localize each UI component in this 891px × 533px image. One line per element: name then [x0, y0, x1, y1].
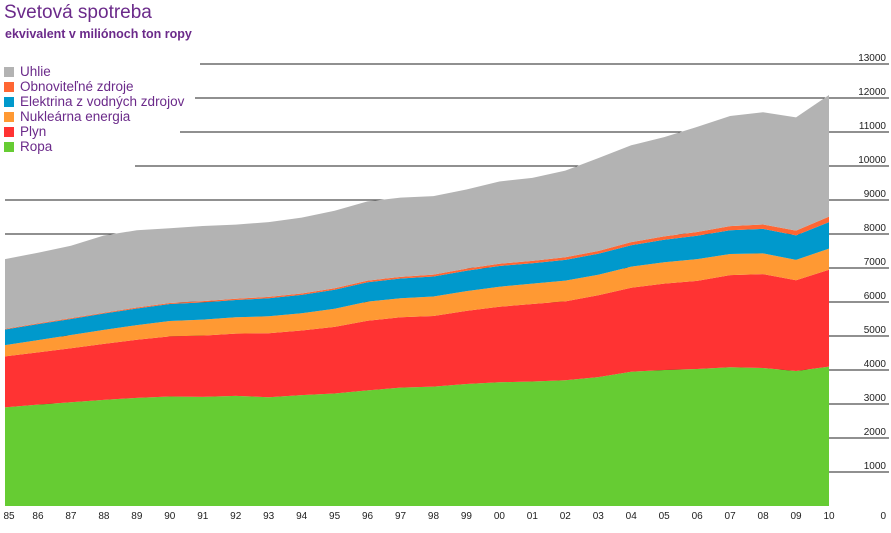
x-tick-label: 06: [692, 511, 704, 522]
legend-item-uhlie: Uhlie: [4, 64, 184, 79]
legend-swatch: [4, 126, 14, 137]
y-tick-label: 2000: [864, 427, 887, 438]
y-tick-label: 13000: [858, 53, 886, 64]
y-tick-label: 7000: [864, 257, 887, 268]
x-tick-label: 02: [560, 511, 572, 522]
x-tick-label: 85: [3, 511, 15, 522]
area-elektrina-z-vodn-ch-zdrojov: [5, 222, 829, 346]
y-tick-label: 5000: [864, 325, 887, 336]
area-nukle-rna-energia: [5, 248, 829, 357]
legend-label: Elektrina z vodných zdrojov: [20, 94, 185, 109]
area-obnovite-n-zdroje: [5, 216, 829, 330]
x-tick-label: 86: [32, 511, 44, 522]
x-tick-label: 89: [131, 511, 143, 522]
x-tick-label: 99: [461, 511, 473, 522]
legend-swatch: [4, 81, 14, 92]
y-tick-label: 12000: [858, 87, 886, 98]
x-tick-label: 09: [790, 511, 802, 522]
x-tick-label: 96: [362, 511, 374, 522]
y-tick-label: 0: [880, 511, 886, 522]
x-tick-label: 98: [428, 511, 440, 522]
legend-item-obnovitelne-zdroje: Obnoviteľné zdroje: [4, 79, 184, 94]
x-tick-label: 10: [823, 511, 835, 522]
x-tick-label: 90: [164, 511, 176, 522]
x-tick-label: 91: [197, 511, 209, 522]
legend-swatch: [4, 66, 14, 77]
area-ropa: [5, 366, 829, 506]
y-tick-label: 1000: [864, 461, 887, 472]
y-tick-label: 10000: [858, 155, 886, 166]
x-axis-tick-labels: 85 86 87 88 89 90 91 92 93 94 95 96 97 98 99 00 01 02 03 04…: [3, 511, 835, 522]
x-tick-label: 08: [758, 511, 770, 522]
x-tick-label: 95: [329, 511, 341, 522]
x-tick-label: 88: [98, 511, 110, 522]
y-tick-label: 9000: [864, 189, 887, 200]
legend-swatch: [4, 141, 14, 152]
x-tick-label: 03: [593, 511, 605, 522]
series-areas: [5, 94, 829, 506]
legend-label: Uhlie: [20, 64, 51, 79]
x-tick-label: 93: [263, 511, 275, 522]
x-tick-label: 87: [65, 511, 77, 522]
chart-subtitle: ekvivalent v miliónoch ton ropy: [5, 27, 192, 41]
y-tick-label: 4000: [864, 359, 887, 370]
area-plyn: [5, 269, 829, 408]
x-tick-label: 07: [725, 511, 737, 522]
x-tick-label: 00: [494, 511, 506, 522]
legend-swatch: [4, 96, 14, 107]
y-tick-label: 6000: [864, 291, 887, 302]
x-tick-label: 04: [626, 511, 638, 522]
y-tick-label: 11000: [859, 121, 887, 132]
x-tick-label: 92: [230, 511, 242, 522]
chart-title: Svetová spotreba: [4, 2, 152, 23]
legend-label: Obnoviteľné zdroje: [20, 79, 134, 94]
area-uhlie: [5, 94, 829, 329]
y-tick-label: 8000: [864, 223, 887, 234]
legend-label: Plyn: [20, 124, 47, 139]
x-tick-label: 94: [296, 511, 308, 522]
chart-legend: Uhlie Obnoviteľné zdroje Elektrina z vod…: [4, 64, 184, 154]
legend-item-plyn: Plyn: [4, 124, 184, 139]
y-tick-label: 3000: [864, 393, 887, 404]
legend-label: Nukleárna energia: [20, 109, 131, 124]
legend-item-ropa: Ropa: [4, 139, 184, 154]
x-tick-label: 97: [395, 511, 407, 522]
x-tick-label: 05: [659, 511, 671, 522]
y-axis-tick-labels: 0 1000 2000 3000 4000 5000 6000 7000 8000 9000 100…: [858, 53, 886, 522]
legend-label: Ropa: [20, 139, 53, 154]
x-tick-label: 01: [527, 511, 539, 522]
legend-item-elektrina: Elektrina z vodných zdrojov: [4, 94, 184, 109]
legend-item-nuklearna: Nukleárna energia: [4, 109, 184, 124]
legend-swatch: [4, 111, 14, 122]
